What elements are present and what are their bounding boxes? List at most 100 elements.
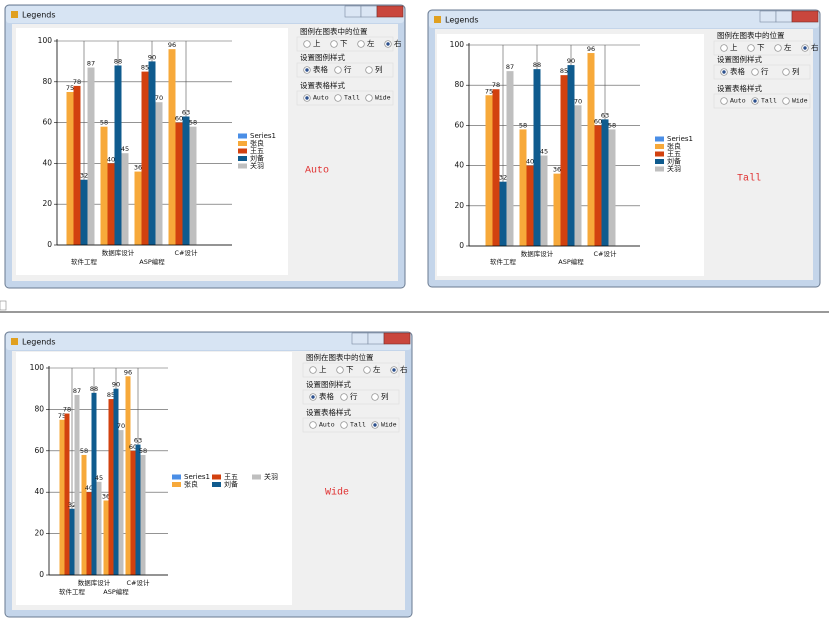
bar-value-label: 58	[139, 447, 147, 455]
radio-button[interactable]	[303, 40, 311, 48]
radio-label[interactable]: 右	[400, 364, 408, 374]
maximize-button[interactable]	[360, 5, 378, 18]
bar-value-label: 85	[107, 391, 115, 399]
radio-label[interactable]: 行	[350, 391, 358, 401]
radio-label[interactable]: 列	[375, 64, 383, 74]
radio-label[interactable]: 行	[344, 64, 352, 74]
radio-button[interactable]	[309, 366, 317, 374]
radio-button[interactable]	[340, 393, 348, 401]
radio-dot	[803, 46, 807, 50]
radio-label[interactable]: 下	[346, 365, 354, 374]
radio-label[interactable]: 左	[784, 42, 792, 52]
y-tick-label: 0	[47, 240, 52, 249]
bar-value-label: 75	[66, 84, 74, 92]
bar	[103, 500, 109, 575]
minimize-button[interactable]	[344, 5, 362, 18]
radio-button[interactable]	[751, 68, 759, 76]
x-tick-label: 数据库设计	[521, 249, 554, 258]
radio-label[interactable]: Tall	[350, 422, 366, 429]
bar	[80, 179, 88, 245]
radio-button[interactable]	[774, 44, 782, 52]
radio-label[interactable]: Tall	[344, 95, 360, 102]
bar-value-label: 58	[519, 121, 527, 129]
bar	[485, 95, 493, 246]
radio-button[interactable]	[365, 94, 373, 102]
app-icon	[11, 11, 18, 18]
radio-button[interactable]	[340, 421, 348, 429]
radio-label[interactable]: 表格	[313, 64, 328, 74]
bar-value-label: 32	[68, 501, 76, 509]
radio-label[interactable]: 右	[811, 42, 819, 52]
bar	[175, 122, 183, 245]
radio-button[interactable]	[334, 66, 342, 74]
minimize-button[interactable]	[351, 332, 369, 345]
radio-label[interactable]: 上	[313, 39, 321, 48]
radio-label[interactable]: 表格	[730, 66, 745, 76]
bar	[168, 49, 176, 245]
radio-label[interactable]: Auto	[319, 422, 335, 429]
close-button[interactable]	[791, 10, 819, 23]
radio-button[interactable]	[747, 44, 755, 52]
radio-button[interactable]	[363, 366, 371, 374]
radio-label[interactable]: 行	[761, 66, 769, 76]
radio-label[interactable]: 左	[373, 364, 381, 374]
bar-value-label: 58	[100, 119, 108, 127]
bar-value-label: 45	[95, 474, 103, 482]
radio-label[interactable]: Tall	[761, 98, 777, 105]
bar	[100, 126, 108, 245]
legend-swatch	[655, 166, 664, 172]
bar-value-label: 60	[175, 115, 183, 123]
radio-dot	[305, 68, 309, 72]
y-tick-label: 100	[30, 363, 45, 372]
bar-value-label: 90	[112, 381, 120, 389]
radio-label[interactable]: 上	[319, 365, 327, 374]
legend-swatch	[172, 474, 181, 480]
radio-label[interactable]: Auto	[313, 95, 329, 102]
bar-value-label: 70	[574, 97, 582, 105]
minimize-button[interactable]	[759, 10, 777, 23]
legend-swatch	[655, 159, 664, 164]
radio-button[interactable]	[720, 97, 728, 105]
radio-button[interactable]	[357, 40, 365, 48]
radio-button[interactable]	[782, 97, 790, 105]
radio-label[interactable]: 下	[757, 43, 765, 52]
maximize-button[interactable]	[775, 10, 793, 23]
radio-button[interactable]	[720, 44, 728, 52]
close-button[interactable]	[383, 332, 411, 345]
radio-label[interactable]: 上	[730, 43, 738, 52]
anchor-box	[0, 300, 7, 311]
radio-button[interactable]	[334, 94, 342, 102]
bar	[86, 492, 92, 575]
radio-label[interactable]: 列	[792, 66, 800, 76]
legend-swatch	[252, 474, 261, 480]
x-tick-label: 数据库设计	[78, 578, 111, 587]
radio-label[interactable]: 右	[394, 38, 402, 48]
radio-label[interactable]: Wide	[792, 98, 808, 105]
radio-label[interactable]: Wide	[381, 422, 397, 429]
radio-button[interactable]	[371, 393, 379, 401]
radio-button[interactable]	[336, 366, 344, 374]
radio-button[interactable]	[782, 68, 790, 76]
radio-label[interactable]: 左	[367, 38, 375, 48]
maximize-button[interactable]	[367, 332, 385, 345]
bar	[608, 129, 616, 246]
radio-label[interactable]: Wide	[375, 95, 391, 102]
bar	[506, 71, 514, 246]
radio-button[interactable]	[365, 66, 373, 74]
group-box	[296, 36, 394, 52]
radio-button[interactable]	[309, 421, 317, 429]
group-box	[713, 64, 811, 80]
radio-label[interactable]: 下	[340, 39, 348, 48]
bar	[526, 165, 534, 246]
radio-button[interactable]	[330, 40, 338, 48]
radio-label[interactable]: Auto	[730, 98, 746, 105]
bar	[553, 173, 561, 246]
x-tick-label: C#设计	[175, 248, 198, 257]
radio-label[interactable]: 列	[381, 391, 389, 401]
close-button[interactable]	[376, 5, 404, 18]
radio-dot	[392, 368, 396, 372]
group-title: 设置图例样式	[300, 52, 345, 62]
bar-value-label: 40	[85, 484, 93, 492]
radio-label[interactable]: 表格	[319, 391, 334, 401]
bar	[114, 65, 122, 245]
